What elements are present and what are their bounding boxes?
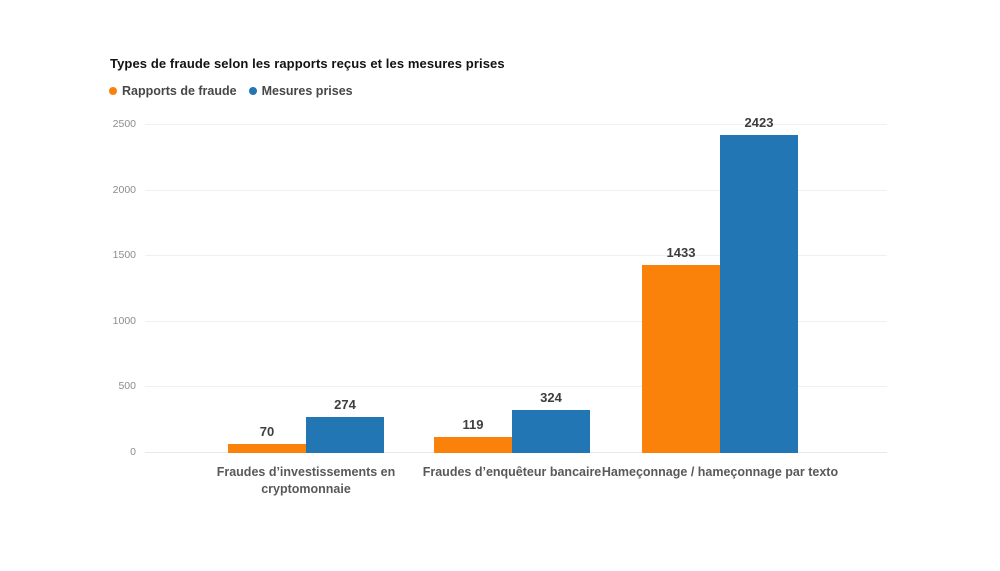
bar-rapports-de-fraude[interactable] — [434, 437, 512, 453]
data-label: 119 — [462, 417, 484, 432]
bar-mesures-prises[interactable] — [720, 135, 798, 453]
x-axis-category-label: Fraudes d’investissements en cryptomonna… — [216, 465, 396, 496]
y-axis-tick-label: 500 — [118, 380, 136, 392]
x-axis-category-label: Hameçonnage / hameçonnage par texto — [601, 465, 839, 479]
gridline — [145, 124, 887, 125]
y-axis-tick-label: 1500 — [112, 249, 136, 261]
legend-swatch-circle-icon — [109, 87, 117, 95]
y-axis-tick-label: 1000 — [112, 315, 136, 327]
bar-mesures-prises[interactable] — [306, 417, 384, 453]
y-axis-tick-label: 2000 — [112, 184, 136, 196]
legend-item-mesures-prises[interactable]: Mesures prises — [248, 84, 353, 98]
chart-title: Types de fraude selon les rapports reçus… — [110, 56, 505, 71]
gridline — [145, 386, 887, 387]
data-label: 324 — [540, 390, 562, 405]
data-label: 1433 — [666, 245, 696, 260]
bar-rapports-de-fraude[interactable] — [228, 444, 306, 453]
legend-swatch-circle-icon — [248, 87, 257, 95]
bar-rapports-de-fraude[interactable] — [642, 265, 720, 453]
x-axis-category-label: Fraudes d’enquêteur bancaire — [422, 465, 602, 479]
gridline — [145, 255, 887, 256]
data-label: 274 — [334, 397, 356, 412]
chart-legend: Rapports de fraude Mesures prises — [109, 84, 353, 98]
y-axis-tick-label: 0 — [130, 446, 136, 458]
bar-mesures-prises[interactable] — [512, 410, 590, 453]
gridline — [145, 190, 887, 191]
plot-area: 70 274 119 324 1433 2423 — [145, 115, 887, 453]
legend-item-rapports-de-fraude[interactable]: Rapports de fraude — [109, 84, 237, 98]
y-axis-tick-label: 2500 — [112, 118, 136, 130]
gridline — [145, 321, 887, 322]
data-label: 2423 — [744, 115, 774, 130]
data-label: 70 — [259, 424, 275, 439]
legend-label: Rapports de fraude — [122, 84, 237, 98]
legend-label: Mesures prises — [261, 84, 353, 98]
